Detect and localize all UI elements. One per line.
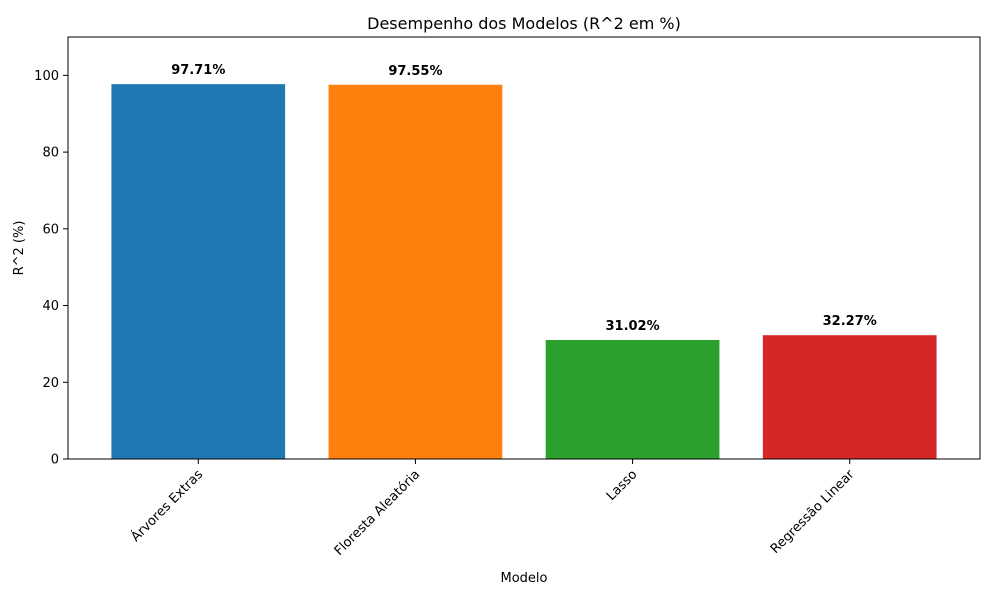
bar-value-label: 97.55% — [388, 64, 442, 79]
x-axis-title: Modelo — [501, 571, 548, 586]
y-axis: 0 20 40 60 80 100 — [34, 69, 68, 468]
bar — [762, 335, 937, 459]
bars-layer — [111, 84, 937, 459]
plot-frame — [67, 36, 981, 460]
y-tick-label: 0 — [51, 453, 59, 468]
x-tick-label: Árvores Extras — [128, 466, 207, 545]
y-axis-title: R^2 (%) — [12, 221, 27, 276]
bar — [545, 339, 720, 459]
y-tick-label: 20 — [42, 376, 59, 391]
bar-value-label: 97.71% — [171, 63, 225, 78]
bar-value-label: 31.02% — [605, 319, 659, 334]
y-tick-label: 80 — [42, 146, 59, 161]
y-tick-label: 40 — [42, 299, 59, 314]
x-tick-label: Lasso — [604, 467, 641, 504]
x-axis: Árvores Extras Floresta Aleatória Lasso Reg… — [128, 459, 858, 559]
x-tick-label: Floresta Aleatória — [332, 467, 424, 559]
bar — [328, 84, 503, 459]
y-tick-label: 100 — [34, 69, 59, 84]
chart-title: Desempenho dos Modelos (R^2 em %) — [367, 14, 681, 33]
bar — [111, 84, 286, 459]
bar-value-label: 32.27% — [823, 314, 877, 329]
data-labels-layer: 97.71% 97.55% 31.02% 32.27% — [171, 63, 877, 334]
x-tick-label: Regressão Linear — [768, 467, 858, 557]
y-tick-label: 60 — [42, 222, 59, 237]
